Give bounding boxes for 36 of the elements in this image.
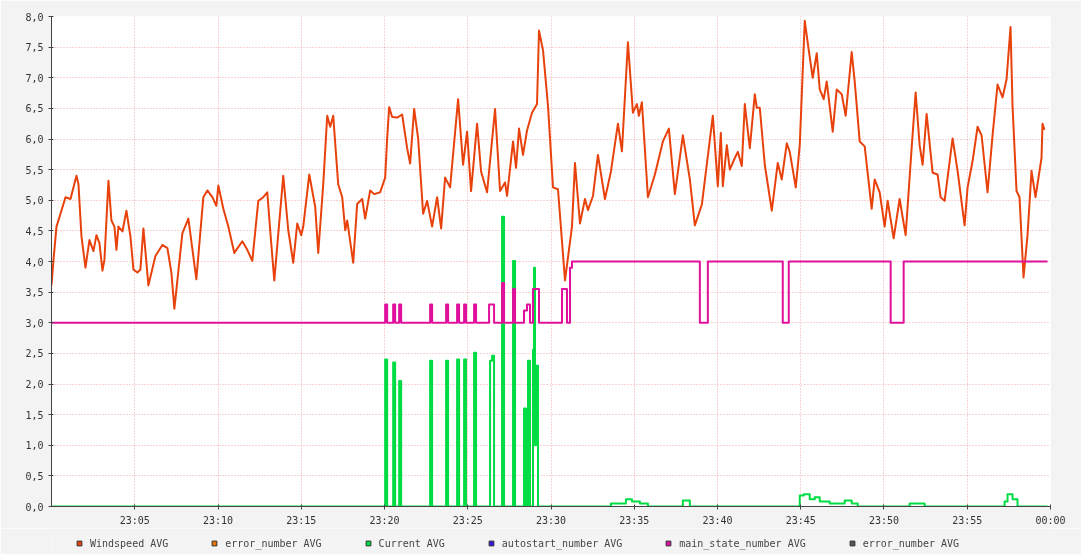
y-tick-label: 4,0 [25,256,44,268]
x-tick-label: 23:35 [619,514,650,526]
y-tick-label: 6,0 [25,134,44,145]
y-tick-label: 2,0 [25,379,44,390]
y-tick-label: 1,0 [25,440,44,452]
y-tick-label: 5,5 [25,164,44,176]
x-tick-label: 23:10 [202,514,234,526]
legend-label: Windspeed AVG [90,537,169,549]
x-tick-label: 23:45 [785,514,816,526]
legend-label: main_state_number AVG [679,537,806,549]
x-tick-label: 00:00 [1035,514,1066,526]
x-tick-label: 23:50 [868,514,900,526]
legend-label: autostart_number AVG [501,537,623,549]
x-tick-label: 23:30 [535,514,567,526]
y-tick-label: 3,0 [25,317,44,329]
legend-label: Current AVG [378,537,445,549]
y-tick-label: 0,5 [25,470,44,482]
y-tick-label: 2,5 [25,348,44,360]
y-tick-label: 7,0 [25,72,44,84]
y-tick-label: 7,5 [25,42,44,54]
y-tick-label: 3,5 [25,287,44,299]
x-tick-label: 23:20 [369,514,400,526]
y-tick-label: 4,5 [25,225,44,237]
y-tick-label: 0,0 [25,501,44,513]
line-series [51,19,1046,310]
y-tick-label: 6,5 [25,103,44,115]
x-tick-label: 23:55 [952,514,983,526]
x-tick-label: 23:40 [702,514,733,526]
legend-label: error_number AVG [225,537,322,549]
x-tick-label: 23:25 [452,514,483,526]
x-tick-label: 23:05 [119,514,150,526]
y-tick-label: 1,5 [25,409,44,421]
x-tick-label: 23:15 [286,514,317,526]
legend-label: error_number AVG [862,537,960,549]
y-tick-label: 8,0 [25,11,44,23]
y-tick-label: 5,0 [25,195,44,207]
